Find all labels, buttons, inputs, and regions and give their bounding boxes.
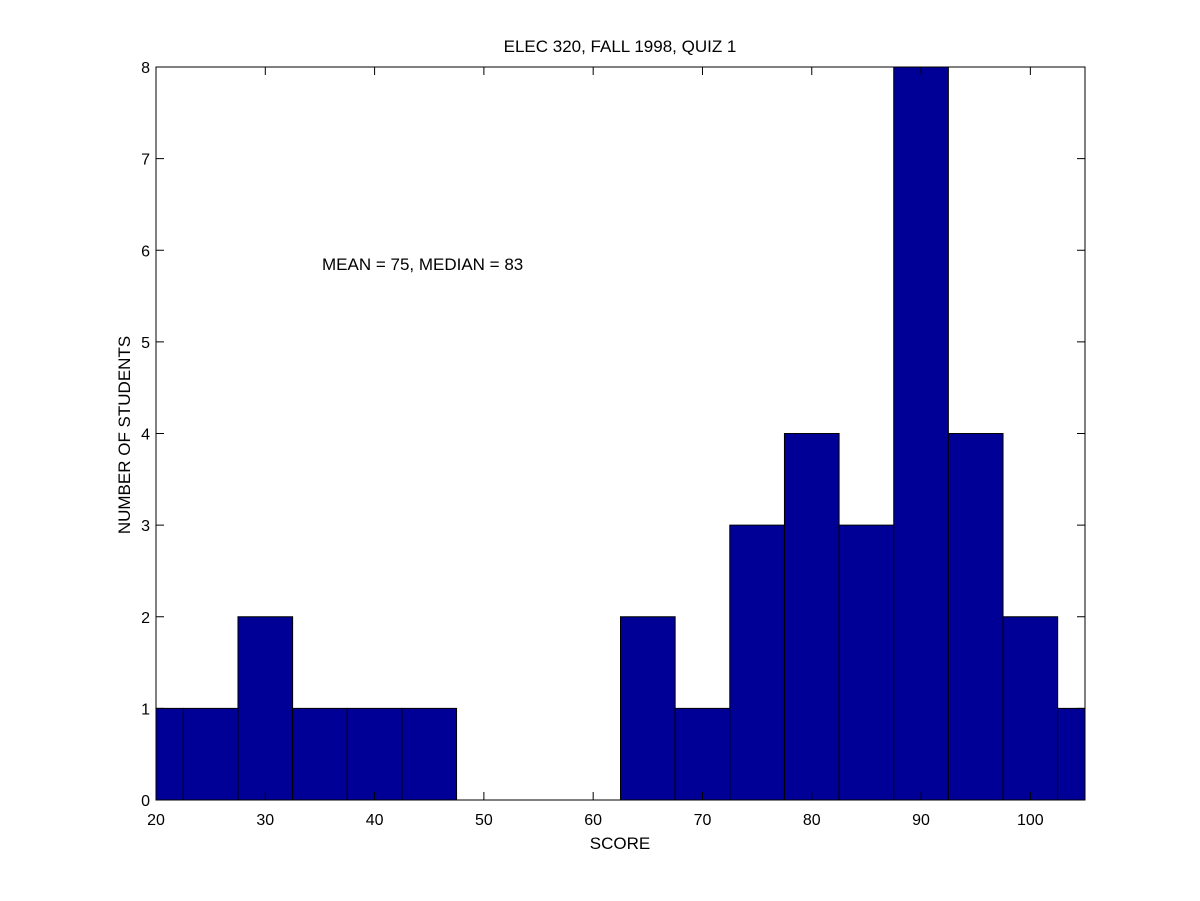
histogram-bar [838, 524, 895, 800]
histogram-bar [1057, 707, 1085, 800]
y-axis-label: NUMBER OF STUDENTS [115, 336, 134, 534]
y-tick-label: 8 [141, 60, 150, 77]
x-tick-label: 50 [475, 812, 493, 829]
x-tick-label: 20 [147, 812, 165, 829]
y-tick-label: 7 [141, 152, 150, 169]
histogram-bar [620, 616, 676, 800]
y-tick-label: 0 [141, 793, 150, 810]
y-tick-label: 2 [141, 610, 150, 627]
y-tick-label: 6 [141, 243, 150, 260]
y-tick-label: 3 [141, 518, 150, 535]
x-tick-label: 30 [256, 812, 274, 829]
x-tick-label: 90 [912, 812, 930, 829]
histogram-bar [674, 707, 731, 800]
y-tick-label: 1 [141, 701, 150, 718]
axis-ticks-group [155, 66, 1085, 801]
histogram-bar [947, 433, 1004, 800]
histogram-bar [783, 433, 840, 800]
histogram-bar [729, 524, 785, 800]
x-tick-label: 40 [366, 812, 384, 829]
histogram-bar [893, 67, 949, 800]
x-tick-label: 100 [1017, 812, 1044, 829]
histogram-bar [237, 616, 294, 800]
histogram-bar [182, 707, 239, 800]
x-tick-label: 80 [803, 812, 821, 829]
tick-labels-group: 20 30 40 50 60 70 80 90 100 0 1 2 3 4 5 6 7 8 [141, 60, 1044, 829]
bars-group [156, 67, 1085, 800]
y-tick-label: 5 [141, 335, 150, 352]
histogram-bar [401, 707, 458, 800]
histogram-bar [292, 707, 348, 800]
x-tick-label: 60 [584, 812, 602, 829]
histogram-bar [346, 707, 403, 800]
chart-title: ELEC 320, FALL 1998, QUIZ 1 [504, 37, 737, 56]
x-axis-label: SCORE [590, 834, 650, 853]
stats-annotation: MEAN = 75, MEDIAN = 83 [322, 255, 523, 274]
y-tick-label: 4 [141, 427, 150, 444]
histogram-bar [1002, 616, 1059, 800]
x-tick-label: 70 [694, 812, 712, 829]
